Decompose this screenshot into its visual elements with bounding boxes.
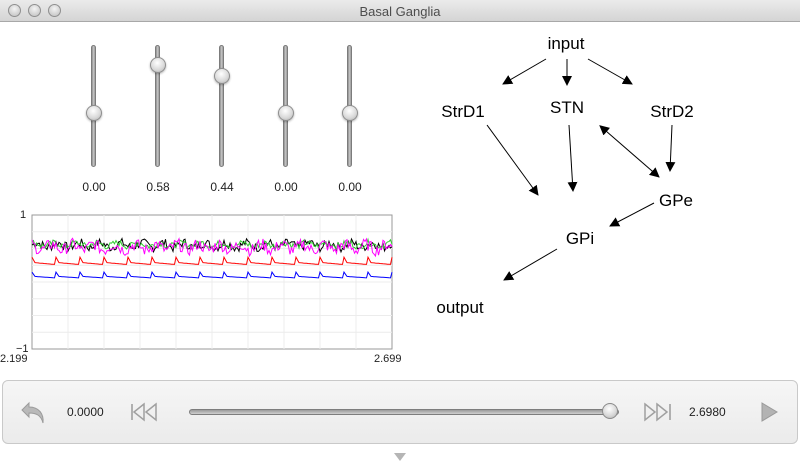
start-time: 0.0000 bbox=[67, 405, 104, 419]
input-slider-5[interactable] bbox=[338, 45, 362, 169]
slider-value-5: 0.00 bbox=[338, 180, 362, 194]
edge-stn-gpe bbox=[599, 125, 660, 178]
slider-value-1: 0.00 bbox=[82, 180, 106, 194]
series-line-magenta bbox=[31, 237, 393, 258]
close-window-button[interactable] bbox=[8, 4, 21, 17]
input-slider-4[interactable] bbox=[274, 45, 298, 169]
edge-gpi-output bbox=[503, 248, 558, 281]
y-tick-min: −1 bbox=[16, 343, 29, 355]
main-content: 0.00 0.58 0.44 0.00 0.00 1 −1 2.199 2.69… bbox=[0, 23, 800, 375]
slider-track[interactable] bbox=[155, 45, 160, 167]
slider-knob[interactable] bbox=[342, 105, 358, 121]
undo-arrow-icon[interactable] bbox=[19, 397, 49, 427]
slider-knob[interactable] bbox=[150, 56, 166, 73]
node-input: input bbox=[548, 34, 585, 53]
node-strd1: StrD1 bbox=[441, 102, 484, 121]
timeline-track[interactable] bbox=[189, 409, 619, 415]
input-slider-3[interactable] bbox=[210, 45, 234, 169]
edge-strd1-gpi bbox=[486, 124, 539, 196]
chevron-down-icon[interactable] bbox=[393, 451, 407, 463]
node-gpi: GPi bbox=[566, 229, 594, 248]
edge-input-strd2 bbox=[587, 58, 633, 85]
minimize-window-button[interactable] bbox=[28, 4, 41, 17]
network-diagram: input StrD1 STN StrD2 GPe GPi output bbox=[436, 34, 693, 317]
x-tick-max: 2.699 bbox=[374, 353, 402, 365]
playback-panel: 0.0000 2.6980 bbox=[2, 380, 798, 444]
zoom-window-button[interactable] bbox=[48, 4, 61, 17]
edge-input-strd1 bbox=[502, 58, 547, 85]
slider-knob[interactable] bbox=[214, 68, 230, 85]
activity-plot-canvas bbox=[31, 214, 393, 350]
input-slider-1[interactable] bbox=[82, 45, 106, 169]
edge-stn-gpi bbox=[567, 124, 578, 192]
title-bar: Basal Ganglia bbox=[0, 0, 800, 22]
edge-gpe-gpi bbox=[609, 202, 655, 227]
slider-value-3: 0.44 bbox=[210, 180, 234, 194]
input-slider-2[interactable] bbox=[146, 45, 170, 169]
slider-knob[interactable] bbox=[278, 105, 294, 121]
slider-track[interactable] bbox=[219, 45, 224, 167]
slider-value-2: 0.58 bbox=[146, 180, 170, 194]
series-line-blue bbox=[31, 270, 393, 279]
y-tick-max: 1 bbox=[20, 209, 27, 221]
timeline-scrubber-knob[interactable] bbox=[602, 403, 619, 419]
x-tick-min: 2.199 bbox=[0, 353, 28, 365]
end-time: 2.6980 bbox=[689, 405, 726, 419]
skip-to-start-icon[interactable] bbox=[129, 401, 161, 423]
slider-knob[interactable] bbox=[86, 105, 102, 121]
play-icon[interactable] bbox=[757, 399, 781, 425]
series-line-red bbox=[31, 255, 393, 265]
node-stn: STN bbox=[550, 98, 584, 117]
activity-plot: 1 −1 2.199 2.699 bbox=[0, 205, 420, 375]
node-strd2: StrD2 bbox=[650, 102, 693, 121]
window-title: Basal Ganglia bbox=[359, 4, 441, 19]
edge-strd2-gpe bbox=[665, 124, 676, 172]
skip-to-end-icon[interactable] bbox=[641, 401, 673, 423]
node-gpe: GPe bbox=[659, 191, 693, 210]
slider-value-4: 0.00 bbox=[274, 180, 298, 194]
node-output: output bbox=[436, 298, 484, 317]
plot-series-group bbox=[31, 237, 393, 279]
